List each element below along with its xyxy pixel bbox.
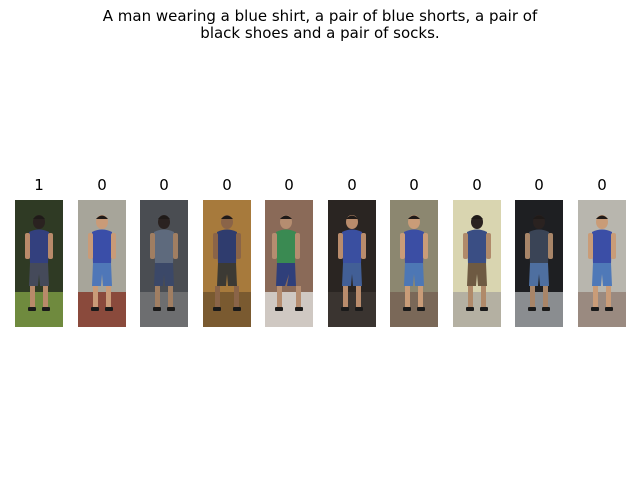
match-label: 1 <box>34 176 44 194</box>
match-label: 0 <box>284 176 294 194</box>
match-label: 0 <box>409 176 419 194</box>
pedestrian-figure <box>272 215 303 311</box>
pedestrian-figure <box>88 215 116 311</box>
pedestrian-figure <box>338 215 366 311</box>
match-label: 0 <box>597 176 607 194</box>
pedestrian-figure <box>463 215 491 311</box>
person-thumbnail <box>328 200 376 327</box>
person-thumbnail <box>265 200 313 327</box>
person-thumbnail <box>140 200 188 327</box>
pedestrian-figure <box>25 215 53 311</box>
person-thumbnail <box>390 200 438 327</box>
match-label: 0 <box>159 176 169 194</box>
person-thumbnail <box>203 200 251 327</box>
pedestrian-figure <box>400 215 428 311</box>
match-label: 0 <box>534 176 544 194</box>
match-label: 0 <box>97 176 107 194</box>
person-thumbnail <box>515 200 563 327</box>
match-label: 0 <box>472 176 482 194</box>
pedestrian-figure <box>150 215 178 311</box>
match-label: 0 <box>222 176 232 194</box>
pedestrian-figure <box>588 215 616 311</box>
caption-line-1: A man wearing a blue shirt, a pair of bl… <box>102 7 538 25</box>
query-caption: A man wearing a blue shirt, a pair of bl… <box>40 8 600 42</box>
person-thumbnail <box>15 200 63 327</box>
person-thumbnail <box>78 200 126 327</box>
person-thumbnail <box>578 200 626 327</box>
pedestrian-figure <box>213 215 241 311</box>
person-thumbnail <box>453 200 501 327</box>
caption-line-2: black shoes and a pair of socks. <box>200 24 440 42</box>
match-label: 0 <box>347 176 357 194</box>
pedestrian-figure <box>525 215 553 311</box>
